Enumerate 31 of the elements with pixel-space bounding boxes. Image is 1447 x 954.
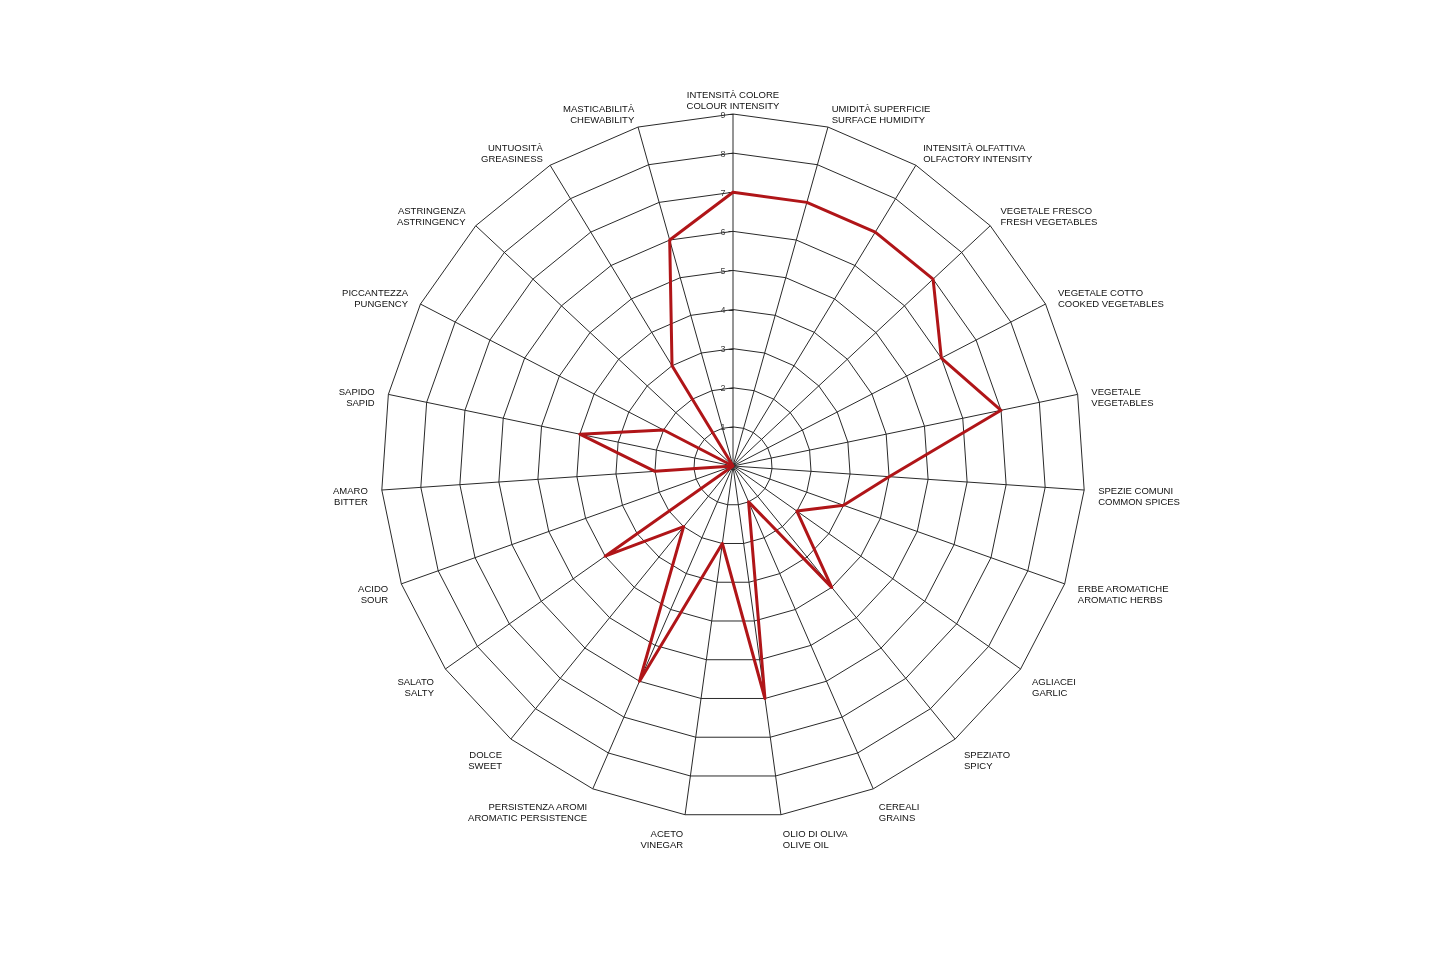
spoke-label: VEGETALE COTTO COOKED VEGETABLES bbox=[1057, 286, 1164, 309]
spoke-label: ACIDO SOUR bbox=[358, 582, 389, 605]
y-tick-label: 9 bbox=[720, 109, 726, 120]
y-tick-label: 7 bbox=[720, 187, 726, 198]
spoke-label: ASTRINGENZA ASTRINGENCY bbox=[396, 205, 467, 228]
y-tick-label: 5 bbox=[720, 265, 726, 276]
spoke-label: UNTUOSITÀ GREASINESS bbox=[481, 142, 544, 165]
spoke-label: PERSISTENZA AROMI AROMATIC PERSISTENCE bbox=[468, 800, 588, 823]
y-tick-label: 8 bbox=[720, 148, 726, 159]
spoke-label: SPEZIATO SPICY bbox=[963, 748, 1011, 771]
spoke-label: OLIO DI OLIVA OLIVE OIL bbox=[782, 827, 849, 850]
y-tick-label: 2 bbox=[720, 383, 726, 394]
spoke-label: CEREALI GRAINS bbox=[878, 800, 920, 823]
spoke-label: INTENSITÀ OLFATTIVA OLFACTORY INTENSITY bbox=[923, 142, 1034, 165]
spoke-label: DOLCE SWEET bbox=[468, 748, 503, 771]
spoke-label: VEGETALE FRESCO FRESH VEGETABLES bbox=[1000, 205, 1098, 228]
spoke-label: SALATO SALTY bbox=[397, 676, 435, 699]
spoke-label: MASTICABILITÀ CHEWABILITY bbox=[562, 102, 635, 125]
spoke-label: SAPIDO SAPID bbox=[338, 385, 375, 408]
spoke-label: SPEZIE COMUNI COMMON SPICES bbox=[1098, 484, 1180, 507]
spoke-label: ACETO VINEGAR bbox=[640, 827, 684, 850]
spoke-label: ERBE AROMATICHE AROMATIC HERBS bbox=[1077, 582, 1169, 605]
spoke-label: VEGETALE VEGETABLES bbox=[1091, 385, 1154, 408]
y-tick-label: 3 bbox=[720, 344, 726, 355]
y-tick-label: 1 bbox=[720, 422, 726, 433]
spoke-label: UMIDITÀ SUPERFICIE SURFACE HUMIDITY bbox=[831, 102, 931, 125]
spoke-label: INTENSITÀ COLORE COLOUR INTENSITY bbox=[686, 89, 781, 111]
y-tick-label: 4 bbox=[720, 305, 726, 316]
spoke-label: AMARO BITTER bbox=[333, 484, 368, 507]
spoke-label: PICCANTEZZA PUNGENCY bbox=[342, 286, 409, 309]
spoke-label: AGLIACEI GARLIC bbox=[1032, 676, 1076, 699]
